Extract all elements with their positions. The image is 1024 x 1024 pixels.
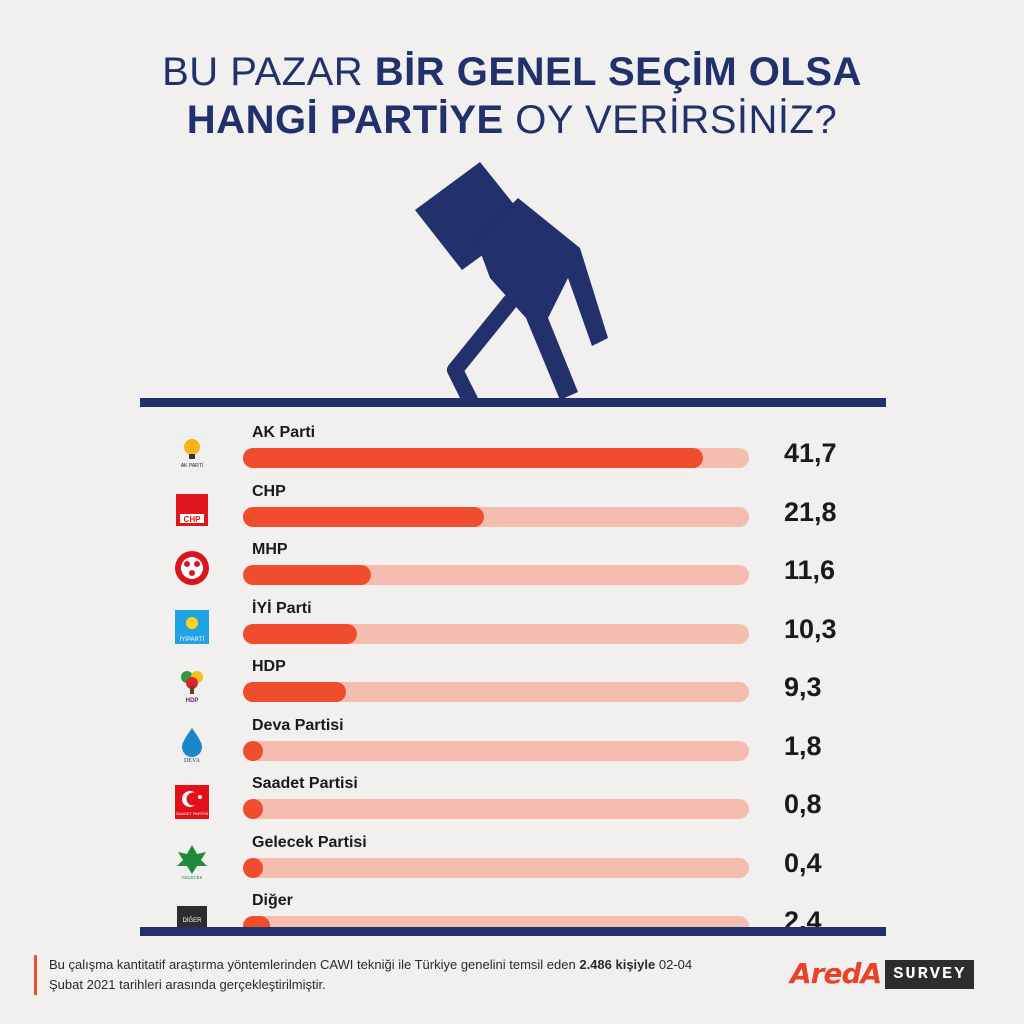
chp-six-arrows-icon: CHP bbox=[173, 491, 211, 529]
bar bbox=[243, 506, 484, 527]
chart-row: DEVA Deva Partisi 1,8 bbox=[0, 717, 1024, 779]
brand-tag: SURVEY bbox=[885, 959, 975, 989]
chart-row: HDP HDP 9,3 bbox=[0, 658, 1024, 720]
category-label: CHP bbox=[252, 482, 286, 500]
svg-text:CHP: CHP bbox=[184, 515, 202, 524]
title-line-1-bold: BİR GENEL SEÇİM OLSA bbox=[374, 50, 862, 94]
bar bbox=[243, 799, 263, 819]
title-line-2-bold: HANGİ PARTİYE bbox=[186, 98, 504, 142]
gelecek-leaf-icon: GELECEK bbox=[173, 842, 211, 880]
category-label: HDP bbox=[252, 658, 286, 675]
hand-shape bbox=[476, 198, 608, 400]
svg-text:DEVA: DEVA bbox=[184, 758, 201, 763]
category-label: Deva Partisi bbox=[252, 716, 344, 734]
svg-text:AK PARTİ: AK PARTİ bbox=[181, 462, 203, 469]
chart-row: İYİPARTİ İYİ Parti 10,3 bbox=[0, 600, 1024, 662]
category-label: İYİ Parti bbox=[252, 599, 312, 617]
footer-note: Bu çalışma kantitatif araştırma yöntemle… bbox=[34, 955, 709, 995]
value-label: 0,8 bbox=[784, 789, 822, 819]
svg-text:HDP: HDP bbox=[186, 698, 199, 704]
bar bbox=[243, 857, 263, 878]
footer-text-1: Bu çalışma kantitatif araştırma yöntemle… bbox=[49, 957, 580, 972]
bar bbox=[243, 740, 263, 761]
hdp-tree-icon: HDP bbox=[173, 666, 211, 704]
chart-row: SAADET PARTİSİ Saadet Partisi 0,8 bbox=[0, 775, 1024, 837]
brand-logo: AredA SURVEY bbox=[790, 957, 975, 991]
hand-thumb-shape bbox=[447, 294, 518, 405]
title-line-2-light: OY VERİRSİNİZ? bbox=[503, 98, 838, 142]
svg-text:GELECEK: GELECEK bbox=[181, 875, 202, 880]
value-label: 1,8 bbox=[784, 730, 822, 761]
chart-row: DİĞER Diğer 2,4 bbox=[0, 892, 1024, 954]
category-label: Diğer bbox=[252, 892, 293, 909]
bar-track bbox=[243, 857, 749, 878]
footer-text-bold: 2.486 kişiyle bbox=[579, 957, 656, 972]
bar-track bbox=[243, 448, 749, 468]
top-divider bbox=[140, 398, 886, 407]
ballot-hand-icon bbox=[415, 162, 608, 405]
bar bbox=[243, 565, 372, 585]
iyi-parti-sun-icon: İYİPARTİ bbox=[173, 608, 211, 646]
chart-title: BU PAZAR BİR GENEL SEÇİM OLSA HANGİ PART… bbox=[0, 48, 1024, 144]
category-label: Gelecek Partisi bbox=[252, 833, 367, 851]
svg-text:SAADET PARTİSİ: SAADET PARTİSİ bbox=[176, 811, 208, 816]
footer-text-2: 02-04 Şubat 2021 tarihleri arasında gerç… bbox=[49, 957, 693, 992]
value-label: 0,4 bbox=[784, 847, 822, 878]
value-label: 10,3 bbox=[784, 613, 837, 644]
chart-row: AK PARTİ AK Parti 41,7 bbox=[0, 424, 1024, 486]
bar bbox=[243, 448, 704, 468]
svg-text:İYİPARTİ: İYİPARTİ bbox=[180, 636, 205, 643]
title-line-2: HANGİ PARTİYE OY VERİRSİNİZ? bbox=[0, 96, 1024, 144]
value-label: 41,7 bbox=[784, 438, 837, 468]
ballot-paper-shape bbox=[415, 162, 528, 270]
bar bbox=[243, 623, 357, 644]
mhp-crescents-icon bbox=[173, 549, 211, 587]
bar-track bbox=[243, 740, 749, 761]
category-label: AK Parti bbox=[252, 424, 316, 441]
bar bbox=[243, 682, 346, 702]
saadet-crescent-star-icon: SAADET PARTİSİ bbox=[173, 783, 211, 821]
chart-row: MHP 11,6 bbox=[0, 541, 1024, 603]
svg-text:DİĞER: DİĞER bbox=[182, 917, 202, 924]
title-line-1: BU PAZAR BİR GENEL SEÇİM OLSA bbox=[0, 48, 1024, 96]
category-label: Saadet Partisi bbox=[252, 775, 358, 792]
bottom-divider bbox=[140, 927, 886, 936]
bar-track bbox=[243, 623, 749, 644]
value-label: 21,8 bbox=[784, 496, 837, 527]
deva-drop-icon: DEVA bbox=[173, 725, 211, 763]
bar-track bbox=[243, 565, 749, 585]
category-label: MHP bbox=[252, 541, 288, 558]
value-label: 9,3 bbox=[784, 672, 822, 702]
title-line-1-light: BU PAZAR bbox=[162, 50, 375, 94]
chart-row: GELECEK Gelecek Partisi 0,4 bbox=[0, 834, 1024, 896]
chart-row: CHP CHP 21,8 bbox=[0, 483, 1024, 545]
bar-track bbox=[243, 682, 749, 702]
value-label: 11,6 bbox=[784, 555, 836, 585]
bar-track bbox=[243, 506, 749, 527]
bar-track bbox=[243, 799, 749, 819]
brand-name: AredA bbox=[790, 957, 882, 990]
ak-parti-bulb-icon: AK PARTİ bbox=[173, 432, 211, 470]
